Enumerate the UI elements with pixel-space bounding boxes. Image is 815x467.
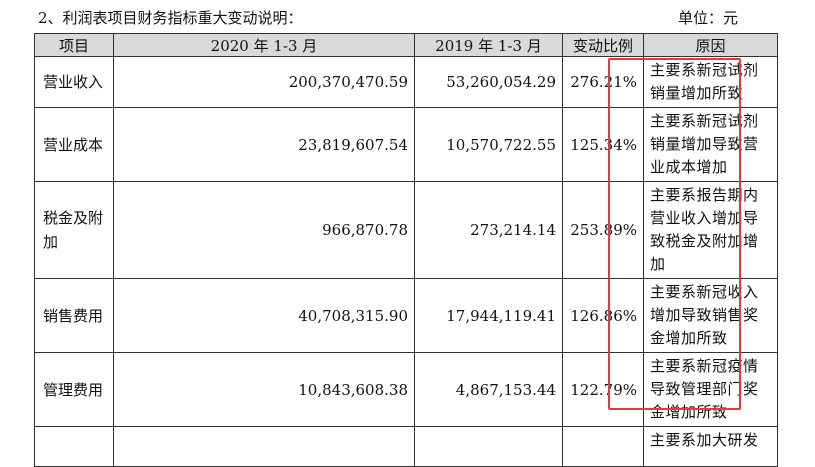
row-change: 276.21% [562,56,644,108]
row-item: 管理费用 [34,352,114,427]
row-item: 销售费用 [34,278,114,353]
row-2020-value: 40,708,315.90 [113,278,415,353]
unit-label: 单位：元 [677,9,738,27]
row-reason: 主要系新冠收入增加导致销售奖金增加所致 [643,278,778,353]
row-2019-value: 53,260,054.29 [414,56,563,108]
row-2020-value [113,426,415,467]
table-row: 营业成本 23,819,607.54 10,570,722.55 125.34%… [34,107,778,182]
row-change: 253.89% [562,181,644,279]
row-2019-value: 10,570,722.55 [414,107,563,182]
row-item: 税金及附加 [34,181,114,279]
income-statement-change-table: 项目 2020 年 1-3 月 2019 年 1-3 月 变动比例 原因 营业收… [34,33,778,467]
row-2020-value: 10,843,608.38 [113,352,415,427]
table-row: 营业收入 200,370,470.59 53,260,054.29 276.21… [34,56,778,108]
row-item [34,426,114,467]
row-item: 营业成本 [34,107,114,182]
row-2019-value: 4,867,153.44 [414,352,563,427]
row-change [562,426,644,467]
row-reason: 主要系新冠试剂销量增加所致 [643,56,778,108]
row-change: 125.34% [562,107,644,182]
table-row: 销售费用 40,708,315.90 17,944,119.41 126.86%… [34,278,778,353]
row-2019-value: 17,944,119.41 [414,278,563,353]
table-row: 管理费用 10,843,608.38 4,867,153.44 122.79% … [34,352,778,427]
row-change: 122.79% [562,352,644,427]
row-item: 营业收入 [34,56,114,108]
header-2019: 2019 年 1-3 月 [414,33,563,57]
table-row: 主要系加大研发 [34,426,778,467]
header-change: 变动比例 [562,33,644,57]
row-reason: 主要系新冠疫情导致管理部门奖金增加所致 [643,352,778,427]
header-reason: 原因 [643,33,778,57]
row-reason: 主要系报告期内营业收入增加导致税金及附加增加 [643,181,778,279]
row-change: 126.86% [562,278,644,353]
row-reason: 主要系新冠试剂销量增加导致营业成本增加 [643,107,778,182]
table-row: 税金及附加 966,870.78 273,214.14 253.89% 主要系报… [34,181,778,279]
row-2020-value: 200,370,470.59 [113,56,415,108]
table-header-row: 项目 2020 年 1-3 月 2019 年 1-3 月 变动比例 原因 [34,33,778,57]
row-reason: 主要系加大研发 [643,426,778,467]
row-2019-value: 273,214.14 [414,181,563,279]
section-caption: 2、利润表项目财务指标重大变动说明： 单位：元 [38,6,738,30]
header-2020: 2020 年 1-3 月 [113,33,415,57]
header-item: 项目 [34,33,114,57]
row-2020-value: 966,870.78 [113,181,415,279]
row-2019-value [414,426,563,467]
row-2020-value: 23,819,607.54 [113,107,415,182]
section-title: 2、利润表项目财务指标重大变动说明： [38,9,303,27]
